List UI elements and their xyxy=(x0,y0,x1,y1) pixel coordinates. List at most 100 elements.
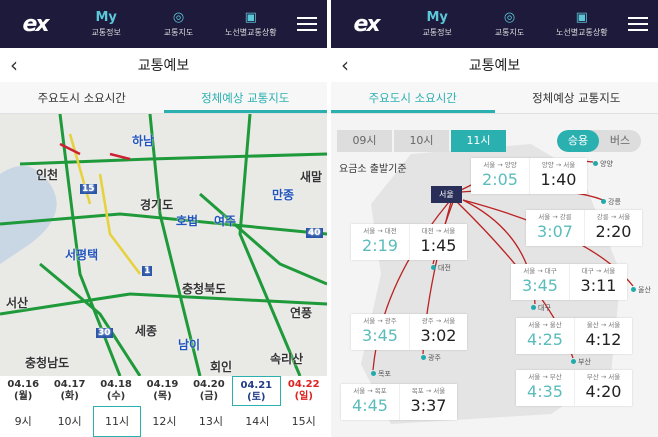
travel-time: 3:45 xyxy=(362,326,398,345)
map-label: 하남 xyxy=(132,134,155,148)
time-option-selected[interactable]: 11시 xyxy=(92,406,142,437)
nav-label: 노선별교통상황 xyxy=(225,28,277,37)
page-title: 교통예보 xyxy=(468,58,521,74)
map-label: 서산 xyxy=(6,296,29,310)
date: 04.22 xyxy=(287,379,320,390)
hour-option-selected[interactable]: 11시 xyxy=(451,130,506,152)
top-bar: ex My 교통정보 ◎ 교통지도 ▣ 노선별교통상황 xyxy=(331,0,658,48)
outbound: 서울 → 대전 2:19 xyxy=(351,224,409,260)
my-icon: My xyxy=(95,10,117,25)
hour-option[interactable]: 09시 xyxy=(337,130,392,152)
date-option-selected[interactable]: 04.21 (토) xyxy=(232,376,281,406)
route-label: 서울 → 목포 xyxy=(353,387,387,395)
nav-traffic-map[interactable]: ◎ 교통지도 xyxy=(142,10,214,38)
back-icon[interactable]: ‹ xyxy=(341,53,349,77)
city-marker: 광주 xyxy=(421,354,441,363)
time-option[interactable]: 12시 xyxy=(152,415,177,428)
route-label: 목포 → 서울 xyxy=(411,387,446,395)
travel-time: 3:45 xyxy=(522,276,558,295)
route-label: 서울 → 광주 xyxy=(363,317,397,325)
nav-traffic-map[interactable]: ◎ 교통지도 xyxy=(473,10,545,38)
road-network xyxy=(0,113,327,377)
travel-time: 4:20 xyxy=(585,382,622,401)
route-label: 대전 → 서울 xyxy=(421,227,456,235)
date-option[interactable]: 04.17 (화) xyxy=(46,376,92,406)
travel-time-map: 09시 10시 11시 승용 버스 요금소 출발기준 서울 양양 강릉 대전 대… xyxy=(331,114,658,437)
page-title: 교통예보 xyxy=(137,58,190,74)
travel-time: 4:25 xyxy=(527,330,563,349)
map-label: 새말 xyxy=(300,170,323,184)
route-card: 서울 → 부산 4:35 부산 → 서울 4:20 xyxy=(516,370,632,406)
nav-route-status[interactable]: ▣ 노선별교통상황 xyxy=(215,10,287,38)
travel-time: 1:40 xyxy=(540,170,577,189)
traffic-map-screen: ex My 교통정보 ◎ 교통지도 ▣ 노선별교통상황 ‹ 교통예보 주요도시 소요시간… xyxy=(0,0,327,437)
time-option[interactable]: 14시 xyxy=(245,415,270,428)
hour-option[interactable]: 10시 xyxy=(394,130,449,152)
nav-my-traffic[interactable]: My 교통정보 xyxy=(401,10,473,38)
route-label: 부산 → 서울 xyxy=(586,373,621,381)
inbound: 양양 → 서울 1:40 xyxy=(529,158,587,194)
top-bar: ex My 교통정보 ◎ 교통지도 ▣ 노선별교통상황 xyxy=(0,0,327,48)
map-label: 여주 xyxy=(214,214,237,228)
inbound: 부산 → 서울 4:20 xyxy=(574,370,632,406)
map-label: 인천 xyxy=(36,168,59,182)
nav-my-traffic[interactable]: My 교통정보 xyxy=(70,10,142,38)
time-option[interactable]: 9시 xyxy=(14,415,32,428)
time-option[interactable]: 15시 xyxy=(291,415,316,428)
outbound: 서울 → 울산 4:25 xyxy=(516,318,574,354)
time-option[interactable]: 10시 xyxy=(57,415,82,428)
map-label: 충청북도 xyxy=(182,282,227,296)
travel-time-screen: ex My 교통정보 ◎ 교통지도 ▣ 노선별교통상황 ‹ 교통예보 주요도시 소요시간… xyxy=(331,0,658,437)
map-label: 속리산 xyxy=(270,352,304,366)
route-label: 강릉 → 서울 xyxy=(596,213,631,221)
mode-car[interactable]: 승용 xyxy=(557,130,599,152)
tab-congestion-map[interactable]: 정체예상 교통지도 xyxy=(532,91,621,105)
nav-label: 교통정보 xyxy=(422,28,452,37)
hamburger-menu-icon[interactable] xyxy=(287,17,327,31)
outbound: 서울 → 광주 3:45 xyxy=(351,314,409,350)
city-marker: 울산 xyxy=(631,286,651,295)
globe-icon: ◎ xyxy=(172,10,185,25)
date: 04.21 xyxy=(240,380,273,391)
mode-bus[interactable]: 버스 xyxy=(609,134,631,147)
route-card: 서울 → 대구 3:45 대구 → 서울 3:11 xyxy=(511,264,627,300)
outbound: 서울 → 양양 2:05 xyxy=(471,158,529,194)
date-option[interactable]: 04.18 (수) xyxy=(93,376,139,406)
date-option[interactable]: 04.16 (월) xyxy=(0,376,46,406)
time-option[interactable]: 13시 xyxy=(198,415,223,428)
date-option[interactable]: 04.22 (일) xyxy=(281,376,327,406)
globe-icon: ◎ xyxy=(503,10,516,25)
tab-city-travel-time[interactable]: 주요도시 소요시간 xyxy=(331,82,495,113)
outbound: 서울 → 대구 3:45 xyxy=(511,264,569,300)
hour-selector: 09시 10시 11시 xyxy=(337,130,508,152)
inbound: 광주 → 서울 3:02 xyxy=(409,314,467,350)
tab-congestion-map[interactable]: 정체예상 교통지도 xyxy=(163,82,327,113)
route-card: 서울 → 양양 2:05 양양 → 서울 1:40 xyxy=(471,158,587,194)
weekday: (일) xyxy=(294,391,313,402)
travel-time: 4:45 xyxy=(352,396,388,415)
congestion-map[interactable]: 하남 인천 새말 경기도 호법 여주 만종 서평택 충청북도 서산 연풍 세종 … xyxy=(0,113,327,377)
route-shield: 1 xyxy=(142,266,153,276)
back-icon[interactable]: ‹ xyxy=(10,53,18,77)
date: 04.17 xyxy=(53,379,86,390)
route-card: 서울 → 대전 2:19 대전 → 서울 1:45 xyxy=(351,224,467,260)
city-marker: 부산 xyxy=(571,358,591,367)
tab-bar: 주요도시 소요시간 정체예상 교통지도 xyxy=(0,82,327,114)
hamburger-menu-icon[interactable] xyxy=(618,17,658,31)
weekday: (수) xyxy=(106,391,126,402)
inbound: 울산 → 서울 4:12 xyxy=(574,318,632,354)
tab-bar: 주요도시 소요시간 정체예상 교통지도 xyxy=(331,82,658,114)
city-marker: 목포 xyxy=(371,370,391,379)
outbound: 서울 → 목포 4:45 xyxy=(341,384,399,420)
tab-city-travel-time[interactable]: 주요도시 소요시간 xyxy=(37,91,126,105)
route-label: 서울 → 대구 xyxy=(523,267,557,275)
route-sign-icon: ▣ xyxy=(244,10,257,25)
route-sign-icon: ▣ xyxy=(575,10,588,25)
date-option[interactable]: 04.20 (금) xyxy=(186,376,232,406)
date-option[interactable]: 04.19 (목) xyxy=(139,376,185,406)
ex-logo[interactable]: ex xyxy=(353,11,380,37)
weekday: (화) xyxy=(60,391,79,402)
ex-logo[interactable]: ex xyxy=(22,11,49,37)
inbound: 대구 → 서울 3:11 xyxy=(569,264,627,300)
nav-route-status[interactable]: ▣ 노선별교통상황 xyxy=(546,10,618,38)
